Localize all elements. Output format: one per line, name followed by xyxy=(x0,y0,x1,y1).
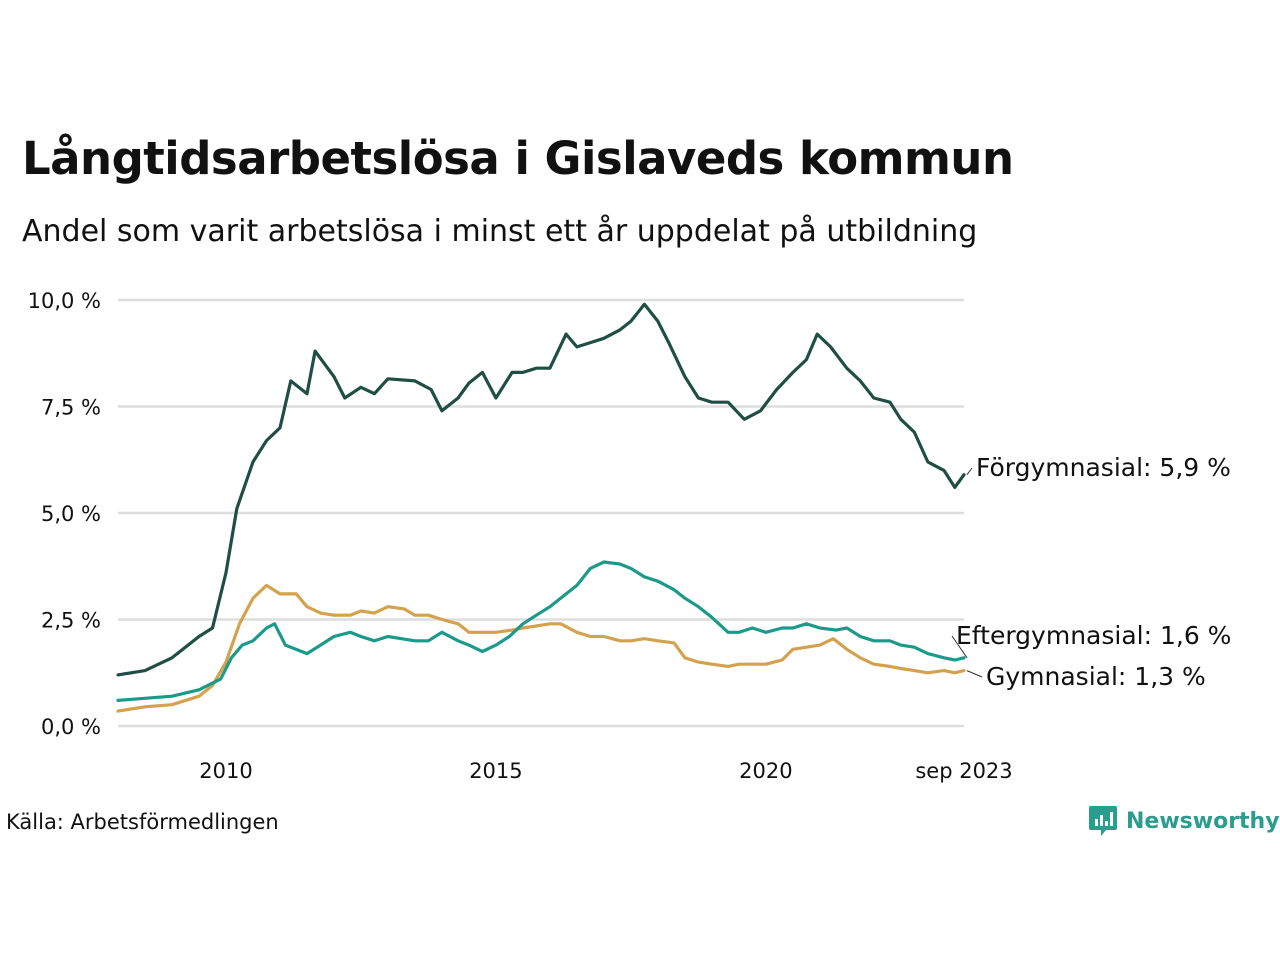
series-line-eftergymnasial xyxy=(116,560,966,702)
end-label-leader xyxy=(951,635,968,659)
series-layer xyxy=(116,302,966,713)
end-labels: Förgymnasial: 5,9 % Eftergymnasial: 1,6 %… xyxy=(951,453,1231,691)
y-tick-label: 2,5 % xyxy=(41,609,101,633)
x-tick-label: 2010 xyxy=(199,759,252,783)
y-tick-label: 0,0 % xyxy=(41,715,101,739)
y-tick-label: 10,0 % xyxy=(28,289,101,313)
end-label-eftergymnasial: Eftergymnasial: 1,6 % xyxy=(956,621,1231,650)
x-tick-label: 2015 xyxy=(469,759,522,783)
chart-title: Långtidsarbetslösa i Gislaveds kommun xyxy=(22,132,1014,185)
end-label-forgymnasial: Förgymnasial: 5,9 % xyxy=(976,453,1231,482)
y-tick-label: 7,5 % xyxy=(41,396,101,420)
newsworthy-logo-icon xyxy=(1089,806,1117,836)
brand-name: Newsworthy xyxy=(1126,808,1280,834)
x-axis-labels: 2010 2015 2020 sep 2023 xyxy=(199,759,1012,783)
end-label-leader xyxy=(966,467,973,475)
source-note: Källa: Arbetsförmedlingen xyxy=(6,810,279,834)
end-label-leader xyxy=(966,670,983,678)
x-tick-label: sep 2023 xyxy=(915,759,1012,783)
x-tick-label: 2020 xyxy=(739,759,792,783)
chart-subtitle: Andel som varit arbetslösa i minst ett å… xyxy=(22,214,978,249)
series-line-forgymnasial xyxy=(116,302,966,677)
grid-layer xyxy=(118,298,964,728)
series-line-gymnasial xyxy=(116,583,966,713)
brand-logo: Newsworthy xyxy=(1088,804,1280,838)
y-tick-label: 5,0 % xyxy=(41,502,101,526)
end-label-gymnasial: Gymnasial: 1,3 % xyxy=(986,662,1206,691)
y-axis-labels: 0,0 % 2,5 % 5,0 % 7,5 % 10,0 % xyxy=(28,289,101,739)
